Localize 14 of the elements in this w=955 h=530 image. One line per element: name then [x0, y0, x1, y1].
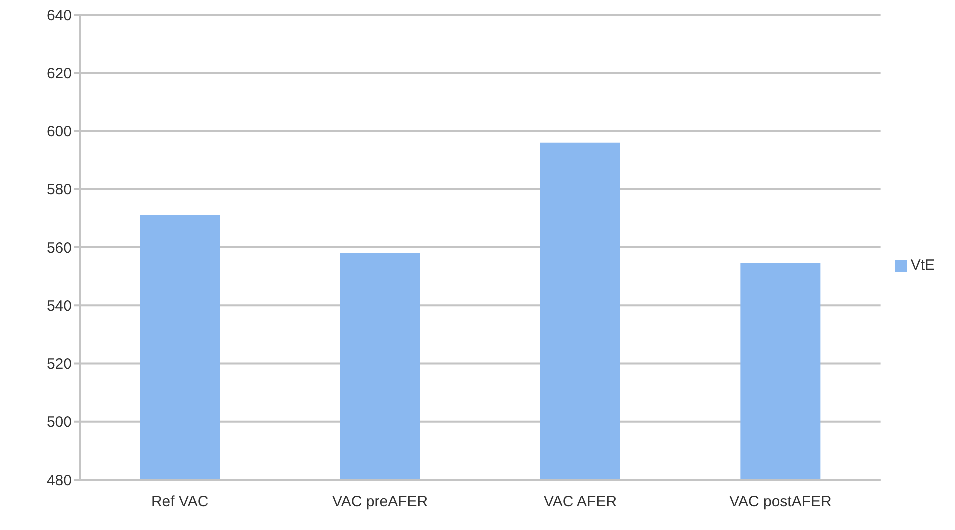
- y-tick-label: 500: [46, 414, 72, 432]
- y-tick-label: 600: [46, 124, 72, 141]
- y-tick-label: 560: [46, 240, 72, 257]
- y-tick-label: 480: [46, 472, 72, 490]
- x-tick-label: Ref VAC: [151, 494, 209, 511]
- x-tick-label: VAC preAFER: [332, 494, 428, 511]
- y-tick-label: 580: [46, 182, 72, 199]
- x-tick-label: VAC AFER: [544, 494, 618, 511]
- y-tick-label: 640: [46, 7, 72, 24]
- y-tick-label: 620: [46, 65, 72, 82]
- legend-label: VtE: [910, 256, 935, 274]
- y-tick-label: 520: [46, 356, 72, 374]
- x-tick-label: VAC postAFER: [730, 494, 832, 511]
- y-tick-label: 540: [46, 298, 72, 315]
